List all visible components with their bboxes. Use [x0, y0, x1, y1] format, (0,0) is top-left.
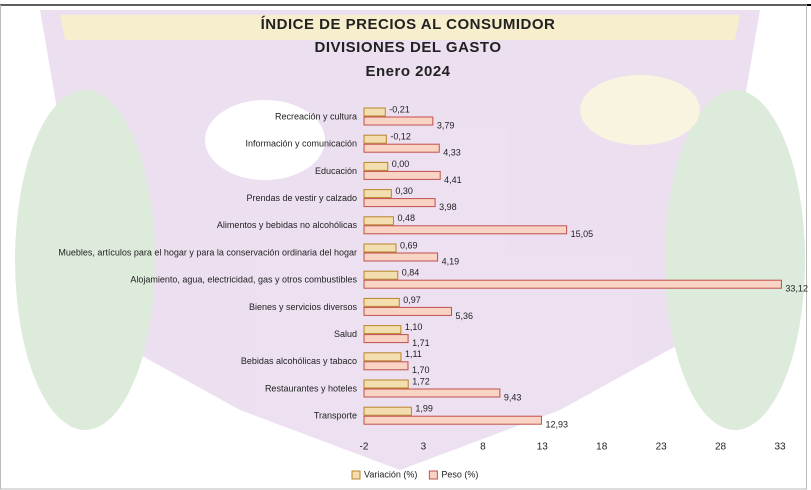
- x-tick-label: 3: [421, 442, 427, 453]
- category-label: Información y comunicación: [245, 139, 357, 149]
- bar: [364, 117, 433, 125]
- bar: [364, 244, 396, 252]
- x-tick-label: 13: [537, 442, 549, 453]
- bar: [364, 135, 386, 143]
- bar: [364, 199, 435, 207]
- legend-swatch: [429, 471, 437, 479]
- chart-title: ÍNDICE DE PRECIOS AL CONSUMIDOR: [261, 16, 556, 33]
- value-label: 0,84: [402, 268, 420, 278]
- value-label: 12,93: [545, 420, 568, 430]
- value-label: -0,21: [389, 104, 410, 114]
- category-label: Educación: [315, 166, 357, 176]
- value-label: 4,33: [443, 148, 461, 158]
- value-label: 0,69: [400, 240, 418, 250]
- category-label: Alojamiento, agua, electricidad, gas y o…: [130, 275, 357, 285]
- category-label: Bienes y servicios diversos: [249, 302, 358, 312]
- bar: [364, 144, 439, 152]
- bar: [364, 190, 391, 198]
- value-label: 33,12: [785, 284, 808, 294]
- value-label: 4,41: [444, 175, 462, 185]
- category-label: Bebidas alcohólicas y tabaco: [241, 356, 357, 366]
- value-label: 0,97: [403, 295, 421, 305]
- x-tick-label: 8: [480, 442, 486, 453]
- x-tick-label: 23: [656, 442, 668, 453]
- value-label: 5,36: [455, 311, 473, 321]
- x-tick-label: -2: [360, 442, 369, 453]
- bar: [364, 326, 401, 334]
- bar: [364, 353, 401, 361]
- category-label: Recreación y cultura: [275, 111, 357, 121]
- value-label: 0,00: [392, 159, 410, 169]
- category-label: Muebles, artículos para el hogar y para …: [58, 247, 357, 257]
- chart-subtitle: DIVISIONES DEL GASTO: [315, 39, 502, 56]
- bar: [364, 271, 398, 279]
- bar: [364, 380, 408, 388]
- category-label: Transporte: [314, 411, 357, 421]
- legend-label: Peso (%): [441, 469, 478, 479]
- bar: [364, 362, 408, 370]
- chart: ÍNDICE DE PRECIOS AL CONSUMIDOR DIVISION…: [0, 0, 811, 490]
- category-label: Restaurantes y hoteles: [265, 383, 358, 393]
- value-label: 4,19: [442, 256, 460, 266]
- bar: [364, 416, 541, 424]
- x-tick-label: 33: [774, 442, 786, 453]
- value-label: 9,43: [504, 392, 522, 402]
- value-label: 1,70: [412, 365, 430, 375]
- value-label: 1,11: [405, 349, 422, 359]
- value-label: 15,05: [571, 229, 594, 239]
- page: ÍNDICE DE PRECIOS AL CONSUMIDOR DIVISION…: [0, 0, 811, 490]
- value-label: 1,72: [412, 376, 430, 386]
- bar: [364, 108, 385, 116]
- value-label: 0,30: [395, 186, 413, 196]
- bar: [364, 162, 388, 170]
- value-label: 3,79: [437, 120, 455, 130]
- value-label: 1,99: [415, 404, 433, 414]
- bar: [364, 335, 408, 343]
- category-label: Prendas de vestir y calzado: [246, 193, 357, 203]
- value-label: 1,71: [412, 338, 430, 348]
- x-tick-label: 18: [596, 442, 608, 453]
- legend-label: Variación (%): [364, 469, 417, 479]
- bar: [364, 253, 438, 261]
- bar: [364, 280, 781, 288]
- value-label: 3,98: [439, 202, 457, 212]
- category-label: Alimentos y bebidas no alcohólicas: [217, 220, 358, 230]
- bar: [364, 307, 451, 315]
- value-label: 1,10: [405, 322, 423, 332]
- bar: [364, 217, 393, 225]
- bar: [364, 171, 440, 179]
- value-label: -0,12: [390, 132, 411, 142]
- bar: [364, 389, 500, 397]
- bar: [364, 298, 399, 306]
- x-tick-label: 28: [715, 442, 727, 453]
- category-label: Salud: [334, 329, 357, 339]
- chart-period: Enero 2024: [365, 63, 450, 80]
- bar: [364, 226, 567, 234]
- bar: [364, 407, 411, 415]
- legend-swatch: [352, 471, 360, 479]
- value-label: 0,48: [397, 213, 415, 223]
